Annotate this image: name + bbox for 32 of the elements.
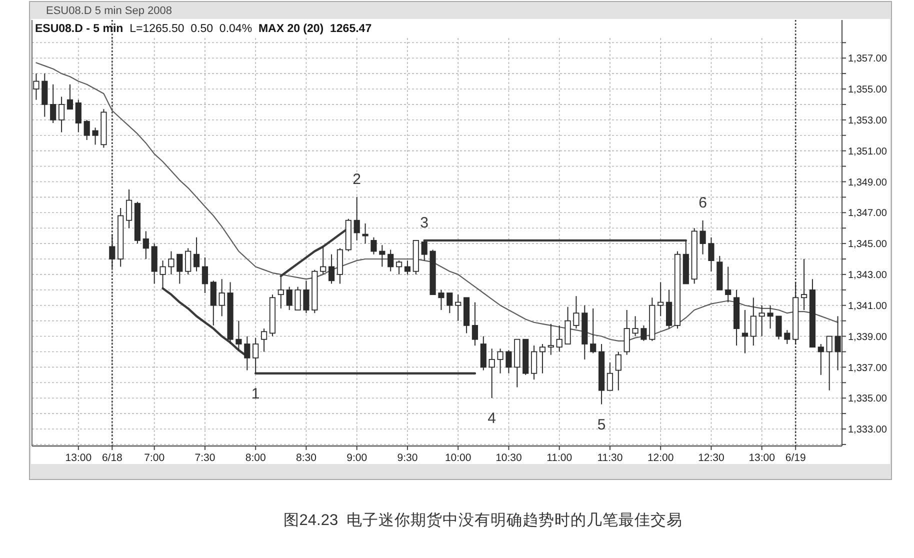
y-tick-label: 1,333.00 — [848, 424, 888, 436]
x-tick-label: 13:00 — [65, 452, 92, 464]
y-tick-label: 1,341.00 — [848, 300, 888, 312]
caption: 图24.23 电子迷你期货中没有明确趋势时的几笔最佳交易 — [283, 511, 683, 529]
x-tick-label: 12:30 — [698, 452, 725, 464]
y-tick-label: 1,355.00 — [848, 84, 888, 96]
y-tick-label: 1,353.00 — [848, 116, 888, 127]
x-tick-label: 6/18 — [102, 452, 123, 464]
x-tick-label: 8:00 — [245, 452, 266, 464]
x-tick-label: 9:00 — [346, 452, 368, 464]
x-tick-label: 6/19 — [785, 452, 806, 464]
y-tick-label: 1,347.00 — [848, 208, 888, 220]
x-tick-label: 9:30 — [397, 452, 418, 464]
chart-subtitle: ESU08.D - 5 min L=1265.50 0.50 0.04% MAX 20 (20) 1265.47 — [35, 23, 372, 35]
x-tick-label: 11:30 — [597, 452, 623, 464]
x-tick-label: 13:00 — [748, 452, 776, 464]
y-tick-label: 1,335.00 — [848, 394, 888, 405]
x-tick-label: 7:30 — [194, 452, 216, 464]
y-tick-label: 1,339.00 — [848, 332, 888, 343]
y-tick-label: 1,345.00 — [848, 239, 888, 250]
x-tick-label: 10:30 — [496, 452, 522, 464]
x-tick-label: 7:00 — [144, 452, 165, 464]
y-tick-label: 1,343.00 — [848, 270, 888, 282]
y-tick-label: 1,357.00 — [848, 54, 888, 65]
x-tick-label: 12:00 — [647, 452, 674, 464]
x-tick-label: 11:00 — [546, 452, 572, 464]
y-tick-label: 1,337.00 — [848, 362, 888, 374]
x-tick-label: 10:00 — [444, 452, 472, 464]
x-tick-label: 8:30 — [296, 452, 317, 464]
y-tick-label: 1,351.00 — [848, 146, 888, 158]
chart-title: ESU08.D 5 min Sep 2008 — [46, 5, 172, 17]
y-tick-label: 1,349.00 — [848, 177, 888, 188]
